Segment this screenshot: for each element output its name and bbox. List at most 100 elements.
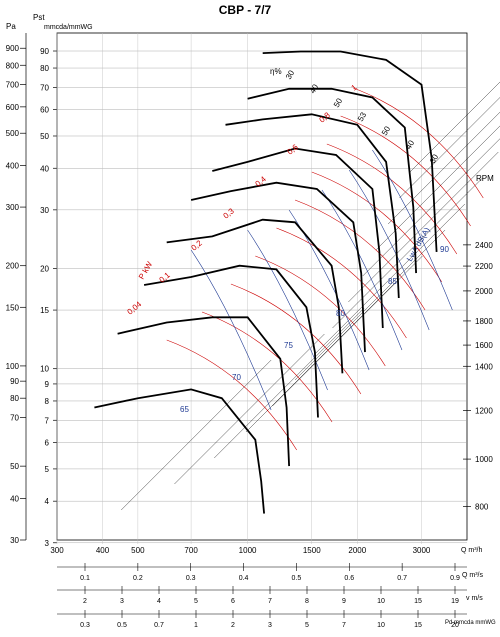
bottom-scale-tick-label: 2 — [231, 622, 235, 629]
fan-curve-1600 — [190, 181, 366, 353]
mm-tick-label: 50 — [40, 132, 49, 141]
flow-tick-label: 400 — [96, 546, 110, 555]
flow-tick-label: 700 — [184, 546, 198, 555]
efficiency-value: 50 — [380, 124, 393, 137]
noise-isoline — [190, 249, 272, 411]
bottom-scale-tick-label: 8 — [305, 598, 309, 605]
plot-frame — [56, 32, 468, 541]
noise-isoline — [321, 189, 403, 351]
mm-tick-label: 5 — [45, 465, 50, 474]
pa-tick-label: 70 — [10, 413, 19, 422]
bottom-scale-tick-label: 20 — [451, 622, 459, 629]
rpm-tick-label: 2200 — [475, 262, 493, 271]
pa-tick-label: 900 — [6, 44, 20, 53]
bottom-scale-tick-label: 6 — [231, 598, 235, 605]
pressure-pa-unit-label: Pa — [6, 22, 16, 31]
noise-isoline — [247, 229, 328, 391]
bottom-scale-tick-label: 3 — [268, 622, 272, 629]
noise-value: 70 — [232, 373, 241, 382]
power-isoline — [326, 143, 458, 255]
pa-tick-label: 300 — [6, 203, 20, 212]
system-resistance-line — [399, 97, 500, 199]
power-isoline — [276, 227, 407, 339]
rpm-tick-label: 1200 — [475, 406, 493, 415]
fan-curve-800 — [94, 388, 265, 514]
bottom-scale-tick-label: 0.2 — [133, 575, 143, 582]
bottom-scale-tick-label: 3 — [120, 598, 124, 605]
pressure-header-label: Pst — [33, 13, 45, 22]
power-isoline — [311, 171, 443, 283]
efficiency-label: η% — [270, 67, 282, 76]
rpm-axis-label: RPM — [476, 174, 494, 183]
fan-curve-1200 — [143, 264, 319, 418]
mm-tick-label: 90 — [40, 47, 49, 56]
fan-curve-2200 — [247, 87, 417, 274]
bottom-scale-tick-label: 7 — [342, 622, 346, 629]
system-resistance-line — [332, 177, 483, 329]
rpm-tick-label: 1800 — [475, 317, 493, 326]
bottom-scale-tick-label: 10 — [377, 622, 385, 629]
noise-isoline — [288, 209, 370, 371]
system-resistance-line — [174, 333, 325, 485]
power-isoline — [353, 87, 484, 199]
bottom-scale-tick-label: 0.6 — [344, 575, 354, 582]
bottom-scale-tick-label: 0.3 — [186, 575, 196, 582]
mm-tick-label: 70 — [40, 83, 49, 92]
noise-value: 80 — [336, 309, 345, 318]
fan-curve-1400 — [166, 218, 344, 374]
system-resistance-line — [387, 111, 500, 225]
power-isoline — [230, 283, 362, 395]
noise-value: 75 — [284, 341, 293, 350]
pa-tick-label: 500 — [6, 129, 20, 138]
system-resistance-line — [245, 281, 397, 433]
pa-tick-label: 800 — [6, 61, 20, 70]
flow-tick-label: 500 — [131, 546, 145, 555]
flow-tick-label: 300 — [50, 546, 64, 555]
pa-tick-label: 30 — [10, 536, 19, 545]
noise-isoline — [348, 169, 430, 331]
rpm-tick-label: 1000 — [475, 455, 493, 464]
noise-value: 65 — [180, 405, 189, 414]
pa-tick-label: 40 — [10, 494, 19, 503]
pa-tick-label: 50 — [10, 462, 19, 471]
system-resistance-line — [362, 138, 500, 277]
noise-value: 90 — [440, 245, 449, 254]
bottom-scale-tick-label: 0.1 — [80, 575, 90, 582]
system-resistance-line — [272, 255, 423, 407]
fan-curve-2400 — [262, 50, 438, 252]
fan-curve-2000 — [225, 113, 400, 299]
system-resistance-line — [375, 125, 500, 251]
mm-tick-label: 6 — [45, 439, 50, 448]
bottom-scale-tick-label: 0.7 — [154, 622, 164, 629]
bottom-scale-tick-label: 7 — [268, 598, 272, 605]
bottom-scale-tick-label: 5 — [194, 598, 198, 605]
mm-tick-label: 4 — [45, 497, 50, 506]
system-resistance-line — [409, 81, 500, 173]
bottom-scale-tick-label: 0.3 — [80, 622, 90, 629]
efficiency-value: 40 — [308, 82, 321, 95]
mm-tick-label: 15 — [40, 306, 49, 315]
rpm-tick-label: 1400 — [475, 362, 493, 371]
pressure-mm-unit-label: mmcda/mmWG — [44, 24, 93, 31]
mm-tick-label: 8 — [45, 397, 50, 406]
bottom-scale-q-unit: Q m³/s — [462, 572, 483, 579]
rpm-tick-label: 2000 — [475, 287, 493, 296]
efficiency-value: 50 — [332, 96, 345, 109]
noise-value: 85 — [388, 277, 397, 286]
bottom-scale-tick-label: 2 — [83, 598, 87, 605]
power-value: 0,3 — [222, 206, 237, 220]
flow-tick-label: 2000 — [348, 546, 366, 555]
mm-tick-label: 20 — [40, 264, 49, 273]
power-isoline — [201, 311, 333, 423]
power-isoline — [255, 255, 386, 367]
mm-tick-label: 60 — [40, 106, 49, 115]
bottom-scale-tick-label: 1 — [194, 622, 198, 629]
rpm-tick-label: 2400 — [475, 241, 493, 250]
bottom-scale-tick-label: 10 — [377, 598, 385, 605]
flow-tick-label: 1000 — [239, 546, 257, 555]
power-value: 0,04 — [126, 299, 144, 316]
mm-tick-label: 9 — [45, 380, 50, 389]
bottom-scale-tick-label: 19 — [451, 598, 459, 605]
pa-tick-label: 200 — [6, 262, 20, 271]
